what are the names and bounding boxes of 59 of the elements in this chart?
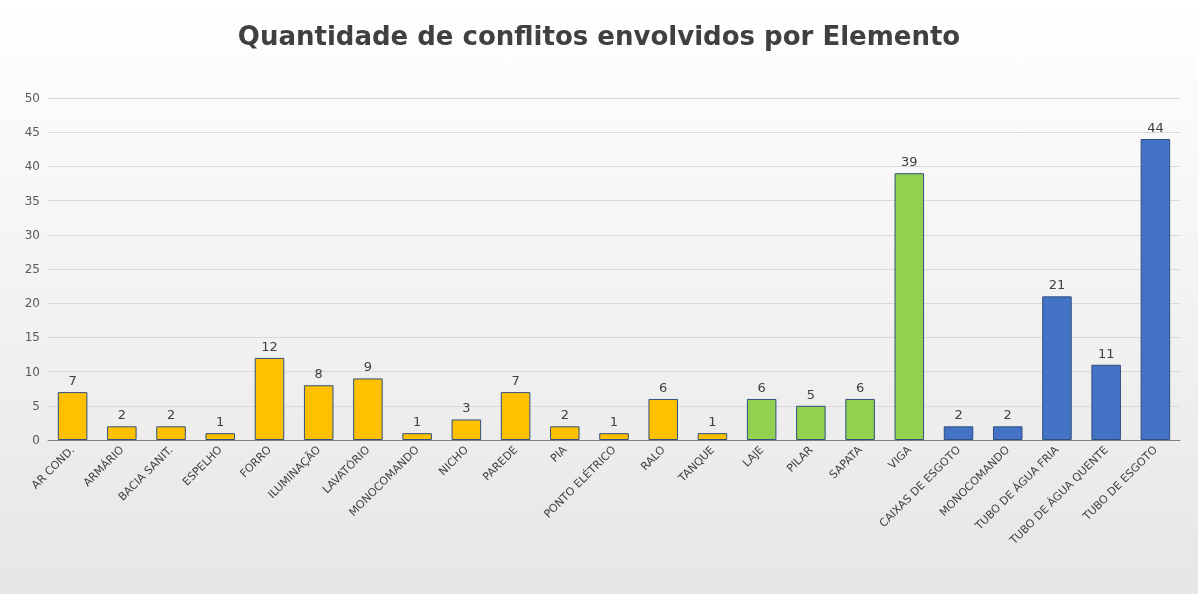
data-label: 1 (216, 414, 225, 430)
bar (303, 385, 334, 440)
y-tick-label: 15 (24, 330, 40, 345)
data-label: 11 (1097, 345, 1115, 361)
bar (746, 398, 777, 440)
bar (992, 426, 1023, 440)
data-label: 39 (901, 154, 918, 170)
bar (107, 426, 137, 440)
data-label: 5 (806, 386, 816, 402)
data-label: 7 (68, 373, 77, 389)
data-label: 6 (855, 379, 865, 395)
bar (599, 433, 629, 440)
y-tick-label: 50 (24, 91, 40, 105)
y-tick-label: 35 (24, 193, 40, 208)
data-label: 1 (412, 414, 422, 430)
data-label: 2 (166, 407, 176, 423)
bar (697, 433, 728, 440)
data-label: 2 (1003, 407, 1012, 423)
bar (353, 378, 383, 440)
bar (550, 426, 580, 440)
bar (57, 392, 88, 440)
bar (648, 398, 678, 440)
x-tick-label: PIA (547, 443, 570, 465)
bar (205, 433, 236, 440)
bar (156, 426, 186, 440)
bar (796, 405, 826, 440)
y-tick-label: 20 (24, 296, 40, 311)
data-label: 21 (1048, 277, 1066, 293)
bar (500, 392, 531, 440)
data-label: 2 (117, 407, 126, 423)
y-tick-label: 25 (24, 262, 40, 276)
data-label: 1 (708, 414, 717, 430)
data-label: 12 (261, 338, 278, 354)
y-tick-label: 30 (24, 227, 40, 242)
data-label: 6 (659, 379, 668, 395)
bar (1140, 139, 1171, 440)
data-label: 1 (609, 414, 619, 430)
data-label: 2 (560, 407, 569, 423)
y-tick-label: 0 (32, 433, 40, 447)
bar (894, 173, 925, 440)
data-label: 3 (462, 400, 471, 416)
y-tick-label: 5 (32, 398, 40, 413)
data-label: 6 (757, 379, 766, 395)
y-tick-label: 45 (24, 125, 40, 140)
data-label: 9 (363, 359, 373, 375)
bar (943, 426, 974, 440)
chart-title: Quantidade de conflitos envolvidos por Elemento (237, 21, 961, 51)
bar (845, 398, 875, 440)
y-tick-label: 40 (24, 159, 40, 174)
data-label: 44 (1147, 120, 1164, 136)
data-label: 2 (954, 407, 963, 423)
bar (402, 433, 432, 440)
bar (451, 419, 482, 440)
bar (1091, 364, 1121, 440)
y-tick-label: 10 (24, 364, 40, 379)
data-label: 8 (314, 366, 323, 382)
bar (254, 357, 285, 440)
data-label: 7 (511, 373, 520, 389)
bar (1042, 296, 1072, 440)
